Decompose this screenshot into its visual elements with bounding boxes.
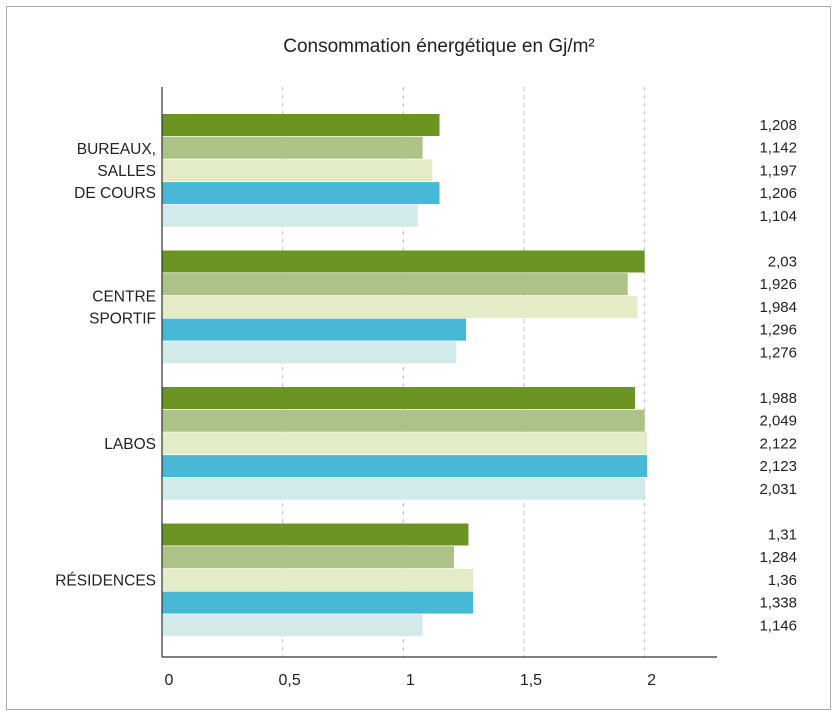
value-label-cat2-series4: 2,031 xyxy=(759,481,797,498)
value-label-cat1-series4: 1,276 xyxy=(759,344,797,361)
value-label-cat2-series2: 2,122 xyxy=(759,435,797,452)
bars xyxy=(162,114,648,637)
value-label-cat0-series0: 1,208 xyxy=(759,117,797,134)
x-tick-label-4: 2 xyxy=(647,672,656,689)
bar-cat2-series4 xyxy=(162,477,645,500)
bar-cat2-series2 xyxy=(162,432,648,455)
bar-cat3-series1 xyxy=(162,546,454,569)
category-label-0-line-0: BUREAUX, xyxy=(77,141,156,158)
bar-cat3-series0 xyxy=(162,523,469,546)
bar-cat0-series2 xyxy=(162,159,433,182)
value-label-cat1-series0: 2,03 xyxy=(768,254,797,271)
value-label-cat0-series3: 1,206 xyxy=(759,185,797,202)
value-label-cat3-series0: 1,31 xyxy=(768,527,797,544)
category-labels: BUREAUX, SALLES DE COURS CENTRE SPORTIF LABOS… xyxy=(55,141,156,590)
value-label-cat2-series1: 2,049 xyxy=(759,413,797,430)
bar-cat1-series2 xyxy=(162,295,638,318)
category-label-1-line-1: SPORTIF xyxy=(89,310,156,327)
category-label-1-line-0: CENTRE xyxy=(92,288,156,305)
x-tick-label-1: 0,5 xyxy=(279,672,301,689)
value-label-cat3-series2: 1,36 xyxy=(768,572,797,589)
bar-cat0-series1 xyxy=(162,136,423,159)
axes xyxy=(161,87,717,658)
value-label-cat3-series1: 1,284 xyxy=(759,549,797,566)
bar-cat2-series1 xyxy=(162,409,645,432)
chart-title: Consommation énergétique en Gj/m² xyxy=(283,36,595,57)
value-label-cat1-series3: 1,296 xyxy=(759,322,797,339)
value-label-cat0-series2: 1,197 xyxy=(759,162,797,179)
bar-cat1-series3 xyxy=(162,318,467,341)
bar-cat3-series3 xyxy=(162,591,474,614)
bar-cat2-series3 xyxy=(162,455,648,478)
value-label-cat2-series0: 1,988 xyxy=(759,390,797,407)
category-label-3-line-0: RÉSIDENCES xyxy=(55,572,156,589)
bar-cat1-series4 xyxy=(162,341,457,364)
value-label-cat0-series1: 1,142 xyxy=(759,140,797,157)
bar-cat2-series0 xyxy=(162,387,635,409)
x-tick-label-3: 1,5 xyxy=(520,672,542,689)
category-label-0-line-2: DE COURS xyxy=(74,185,156,202)
value-label-cat0-series4: 1,104 xyxy=(759,208,797,225)
bar-cat0-series4 xyxy=(162,204,418,227)
bar-chart: Consommation énergétique en Gj/m² BUREAU… xyxy=(55,36,797,689)
bar-cat1-series1 xyxy=(162,273,628,296)
x-tick-labels: 0 0,5 1 1,5 2 xyxy=(165,672,657,689)
bar-cat3-series4 xyxy=(162,614,423,637)
chart-frame: Consommation énergétique en Gj/m² BUREAU… xyxy=(6,6,831,710)
value-label-cat3-series3: 1,338 xyxy=(759,595,797,612)
value-label-cat3-series4: 1,146 xyxy=(759,617,797,634)
bar-cat0-series3 xyxy=(162,182,440,205)
bar-cat0-series0 xyxy=(162,114,440,136)
category-label-0-line-1: SALLES xyxy=(97,163,156,180)
value-labels: 1,208 1,142 1,197 1,206 1,104 2,03 1,926 1,984 1… xyxy=(759,117,797,634)
bar-cat1-series0 xyxy=(162,250,645,273)
value-label-cat1-series1: 1,926 xyxy=(759,276,797,293)
value-label-cat2-series3: 2,123 xyxy=(759,458,797,475)
x-tick-label-0: 0 xyxy=(165,672,174,689)
bar-cat3-series2 xyxy=(162,568,474,591)
x-tick-label-2: 1 xyxy=(406,672,415,689)
category-label-2-line-0: LABOS xyxy=(104,436,156,453)
value-label-cat1-series2: 1,984 xyxy=(759,299,797,316)
